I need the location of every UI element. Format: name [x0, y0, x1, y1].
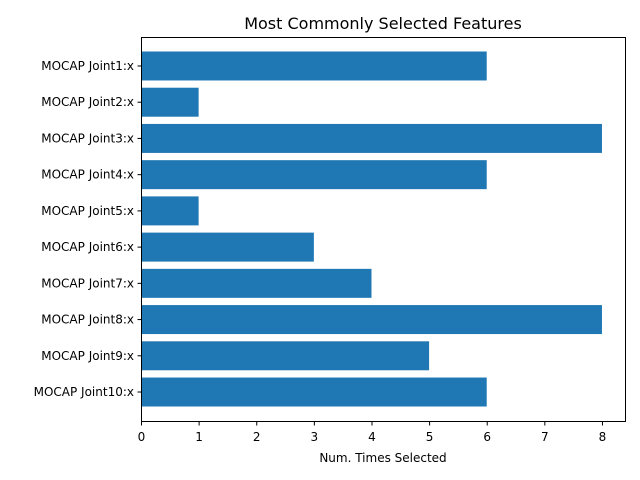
bar-5: [141, 196, 199, 226]
bars-group: [141, 51, 602, 407]
y-tick-label: MOCAP Joint9:x: [41, 349, 134, 363]
y-tick-label: MOCAP Joint10:x: [34, 385, 134, 399]
y-tick-label: MOCAP Joint4:x: [41, 168, 134, 182]
chart-title: Most Commonly Selected Features: [244, 14, 522, 33]
x-tick-label: 4: [368, 430, 376, 444]
x-tick-label: 5: [426, 430, 434, 444]
bar-10: [141, 377, 487, 407]
bar-3: [141, 123, 602, 153]
x-axis-label: Num. Times Selected: [319, 451, 446, 465]
plot-frame: [141, 37, 626, 422]
bar-9: [141, 341, 430, 371]
y-tick-label: MOCAP Joint3:x: [41, 131, 134, 145]
x-tick-label: 7: [541, 430, 549, 444]
x-tick-label: 3: [311, 430, 319, 444]
x-tick-label: 8: [599, 430, 607, 444]
y-axis-ticks: MOCAP Joint1:x MOCAP Joint2:x MOCAP Joint3…: [34, 59, 142, 399]
x-tick-label: 0: [138, 430, 146, 444]
bar-8: [141, 305, 602, 335]
bar-7: [141, 268, 372, 298]
bar-2: [141, 87, 199, 117]
bar-1: [141, 51, 487, 81]
y-tick-label: MOCAP Joint7:x: [41, 276, 134, 290]
y-tick-label: MOCAP Joint2:x: [41, 95, 134, 109]
x-tick-label: 1: [195, 430, 203, 444]
y-tick-label: MOCAP Joint6:x: [41, 240, 134, 254]
y-tick-label: MOCAP Joint8:x: [41, 313, 134, 327]
bar-4: [141, 160, 487, 190]
x-tick-label: 2: [253, 430, 261, 444]
bar-6: [141, 232, 314, 262]
x-tick-label: 6: [483, 430, 491, 444]
x-axis-ticks: 0 1 2 3 4 5 6 7 8: [138, 421, 607, 444]
y-tick-label: MOCAP Joint1:x: [41, 59, 134, 73]
y-tick-label: MOCAP Joint5:x: [41, 204, 134, 218]
